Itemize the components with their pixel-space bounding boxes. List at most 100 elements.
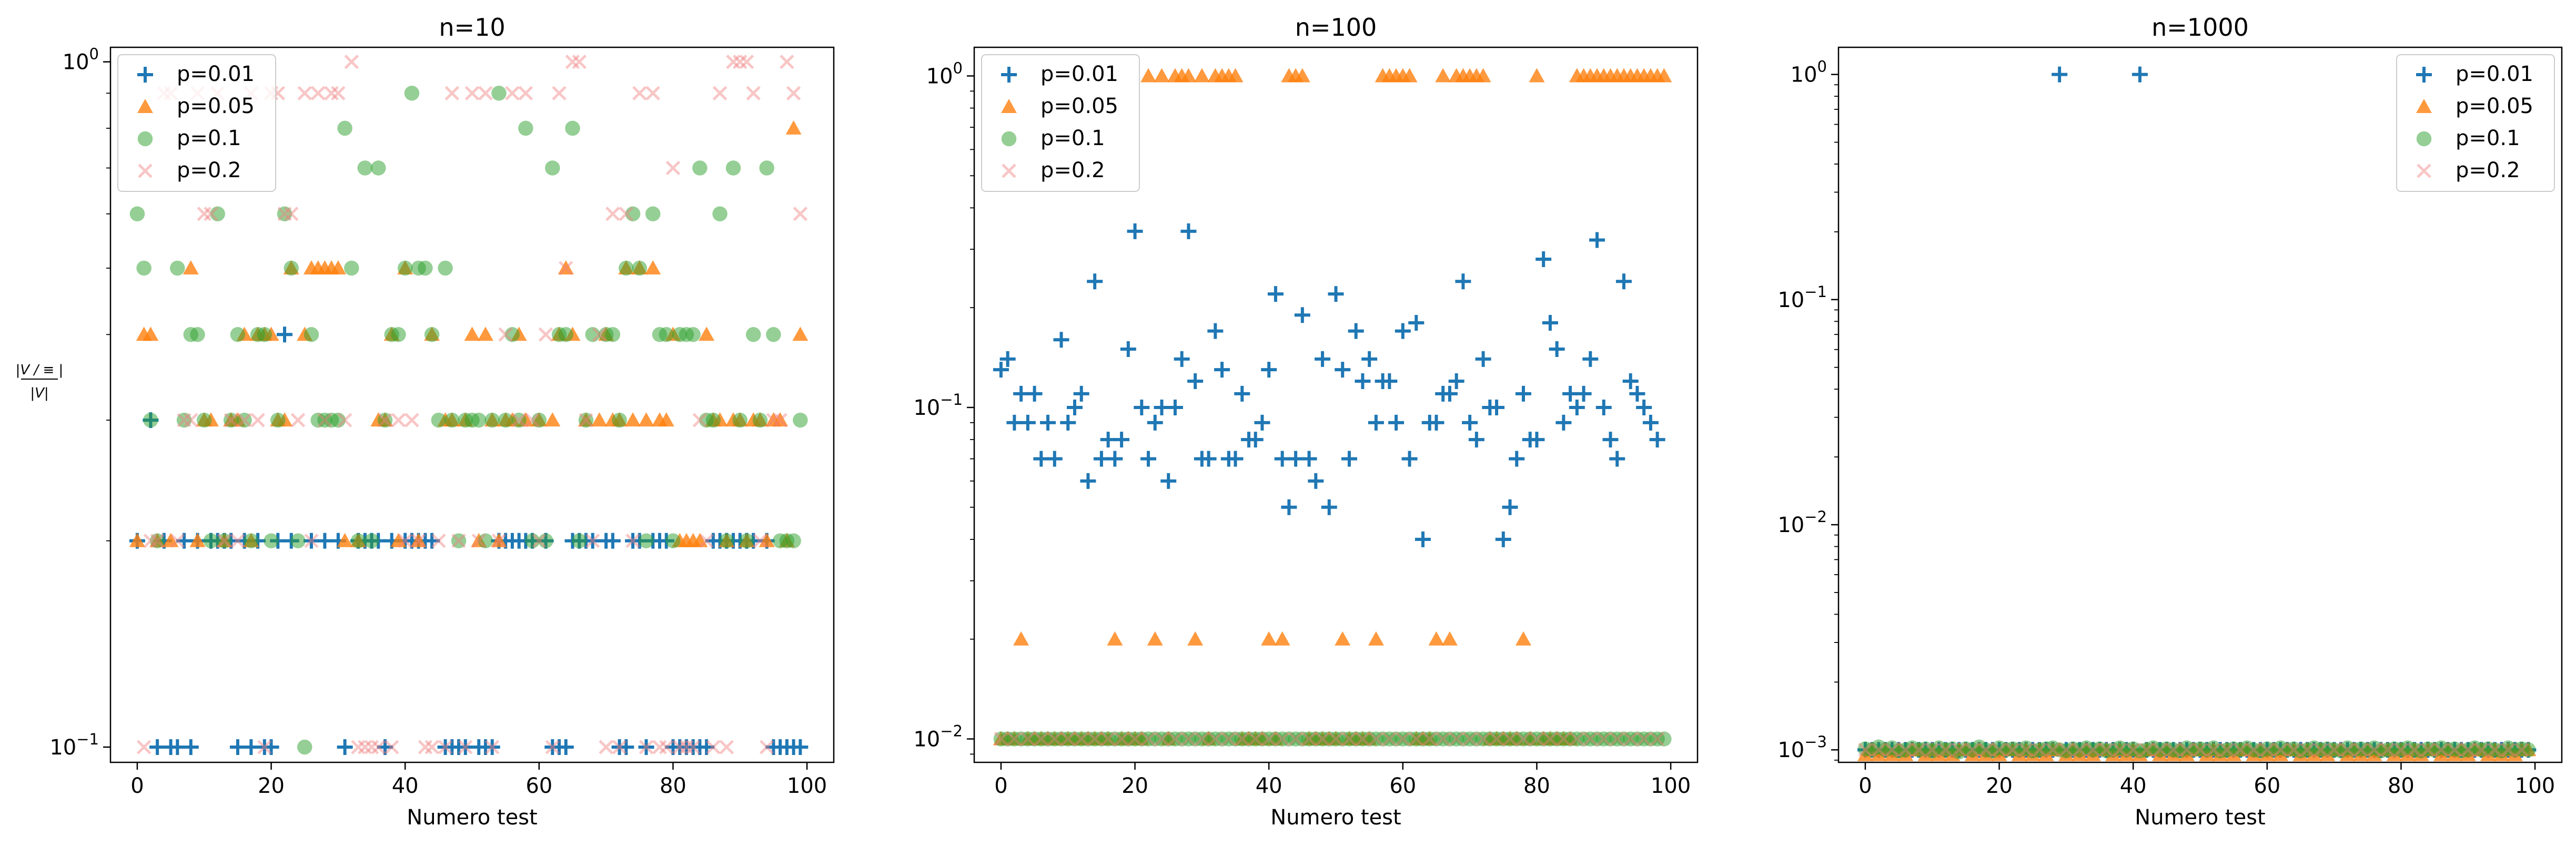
legend-marker bbox=[2417, 164, 2431, 178]
data-point bbox=[1040, 414, 1056, 431]
data-point bbox=[451, 533, 467, 548]
data-point bbox=[1248, 731, 1263, 747]
data-point bbox=[1267, 286, 1284, 302]
data-point bbox=[625, 206, 641, 222]
x-tick-label: 100 bbox=[1651, 774, 1691, 798]
data-point bbox=[1636, 399, 1652, 415]
legend-marker bbox=[2416, 131, 2432, 147]
data-point bbox=[1369, 731, 1383, 747]
data-point bbox=[183, 260, 199, 274]
data-point bbox=[2353, 742, 2368, 757]
data-point bbox=[725, 160, 741, 176]
data-point bbox=[1087, 273, 1103, 290]
data-point bbox=[229, 739, 246, 755]
y-axis-label-numerator: |V / ≡ | bbox=[16, 362, 64, 378]
data-point bbox=[1221, 731, 1236, 747]
data-point bbox=[1167, 399, 1183, 415]
data-point bbox=[405, 413, 419, 427]
x-tick-label: 100 bbox=[787, 774, 827, 798]
data-point bbox=[384, 740, 399, 754]
data-point bbox=[993, 362, 1009, 378]
data-point bbox=[1261, 362, 1277, 378]
y-axis-label: |V / ≡ | |V| bbox=[16, 362, 64, 401]
data-point bbox=[2474, 742, 2489, 757]
y-tick-label: 100 bbox=[926, 59, 963, 88]
plot-frame bbox=[973, 46, 1699, 763]
data-point bbox=[2260, 742, 2275, 757]
data-point bbox=[1582, 351, 1599, 367]
data-point bbox=[2407, 742, 2422, 757]
data-point bbox=[350, 533, 366, 548]
data-point bbox=[2460, 742, 2476, 757]
data-point bbox=[1281, 499, 1297, 515]
data-points bbox=[129, 54, 809, 755]
data-point bbox=[739, 533, 754, 548]
legend-label: p=0.2 bbox=[177, 158, 241, 182]
data-point bbox=[1401, 451, 1418, 467]
data-point bbox=[1542, 315, 1558, 331]
data-point bbox=[1194, 68, 1210, 83]
data-point bbox=[2501, 742, 2516, 757]
data-point bbox=[264, 533, 279, 548]
data-point bbox=[592, 327, 607, 342]
data-point bbox=[1274, 631, 1290, 646]
data-point bbox=[1141, 731, 1156, 747]
data-point bbox=[1462, 731, 1477, 747]
data-point bbox=[257, 327, 272, 342]
data-point bbox=[2018, 742, 2034, 757]
legend: p=0.01 p=0.05 p=0.1 p=0.2 bbox=[981, 54, 1140, 192]
data-point bbox=[170, 260, 185, 276]
data-point bbox=[1047, 731, 1062, 747]
legend-marker bbox=[1001, 131, 1017, 147]
data-point bbox=[793, 206, 808, 221]
data-point bbox=[1422, 731, 1437, 747]
data-point bbox=[1254, 414, 1270, 431]
data-point bbox=[1060, 731, 1076, 747]
data-point bbox=[639, 740, 654, 754]
data-point bbox=[1610, 731, 1624, 747]
data-point bbox=[772, 412, 789, 427]
data-point bbox=[445, 412, 460, 428]
data-point bbox=[2072, 742, 2087, 757]
data-point bbox=[1100, 432, 1116, 448]
data-point bbox=[1368, 631, 1384, 646]
data-point bbox=[1308, 473, 1324, 489]
data-point bbox=[792, 326, 809, 341]
data-point bbox=[1475, 351, 1491, 367]
data-point bbox=[1495, 531, 1511, 547]
data-point bbox=[1401, 68, 1418, 83]
data-point bbox=[344, 54, 359, 69]
legend-box bbox=[2396, 54, 2555, 192]
data-point bbox=[1147, 631, 1163, 646]
data-point bbox=[2139, 742, 2154, 757]
data-point bbox=[1328, 731, 1343, 747]
data-point bbox=[2086, 742, 2100, 757]
data-point bbox=[685, 327, 701, 342]
data-point bbox=[632, 86, 647, 101]
legend-label: p=0.2 bbox=[2456, 158, 2520, 182]
data-point bbox=[665, 533, 681, 548]
data-point bbox=[1536, 251, 1552, 268]
data-point bbox=[786, 533, 801, 548]
data-point bbox=[1415, 531, 1431, 547]
data-point bbox=[297, 739, 312, 755]
data-point bbox=[1127, 223, 1143, 239]
legend-box bbox=[117, 54, 276, 192]
data-point bbox=[525, 413, 540, 427]
data-point bbox=[1656, 68, 1672, 83]
data-point bbox=[1207, 323, 1224, 339]
data-point bbox=[552, 86, 567, 101]
data-point bbox=[1127, 731, 1143, 747]
data-point bbox=[1388, 414, 1405, 431]
data-point bbox=[504, 327, 520, 342]
data-point bbox=[176, 412, 192, 428]
data-point bbox=[2206, 742, 2221, 757]
data-point bbox=[263, 739, 279, 755]
data-point bbox=[2233, 742, 2248, 757]
chart-panel-1: n=10 0 20 40 60 80 100 Numero test 10−1 100 p=0.01… bbox=[49, 13, 835, 830]
data-point bbox=[223, 412, 239, 428]
data-point bbox=[129, 533, 145, 547]
data-point bbox=[1396, 731, 1410, 747]
data-point bbox=[632, 260, 648, 276]
